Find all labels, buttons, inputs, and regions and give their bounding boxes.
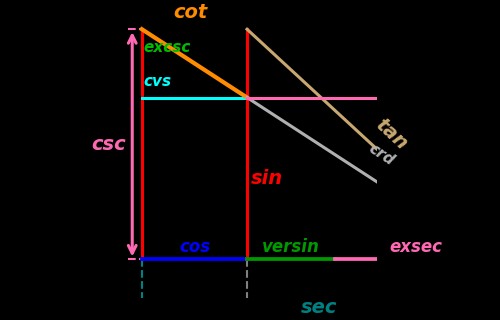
Text: csc: csc <box>91 135 126 154</box>
Text: crd: crd <box>366 141 397 169</box>
Text: excsc: excsc <box>144 40 191 55</box>
Text: sec: sec <box>301 298 338 317</box>
Text: tan: tan <box>371 115 411 154</box>
Text: cos: cos <box>179 237 210 256</box>
Text: cvs: cvs <box>144 75 172 90</box>
Text: exsec: exsec <box>389 237 442 256</box>
Text: sin: sin <box>251 169 283 188</box>
Text: cot: cot <box>174 3 208 21</box>
Text: versin: versin <box>262 237 320 256</box>
